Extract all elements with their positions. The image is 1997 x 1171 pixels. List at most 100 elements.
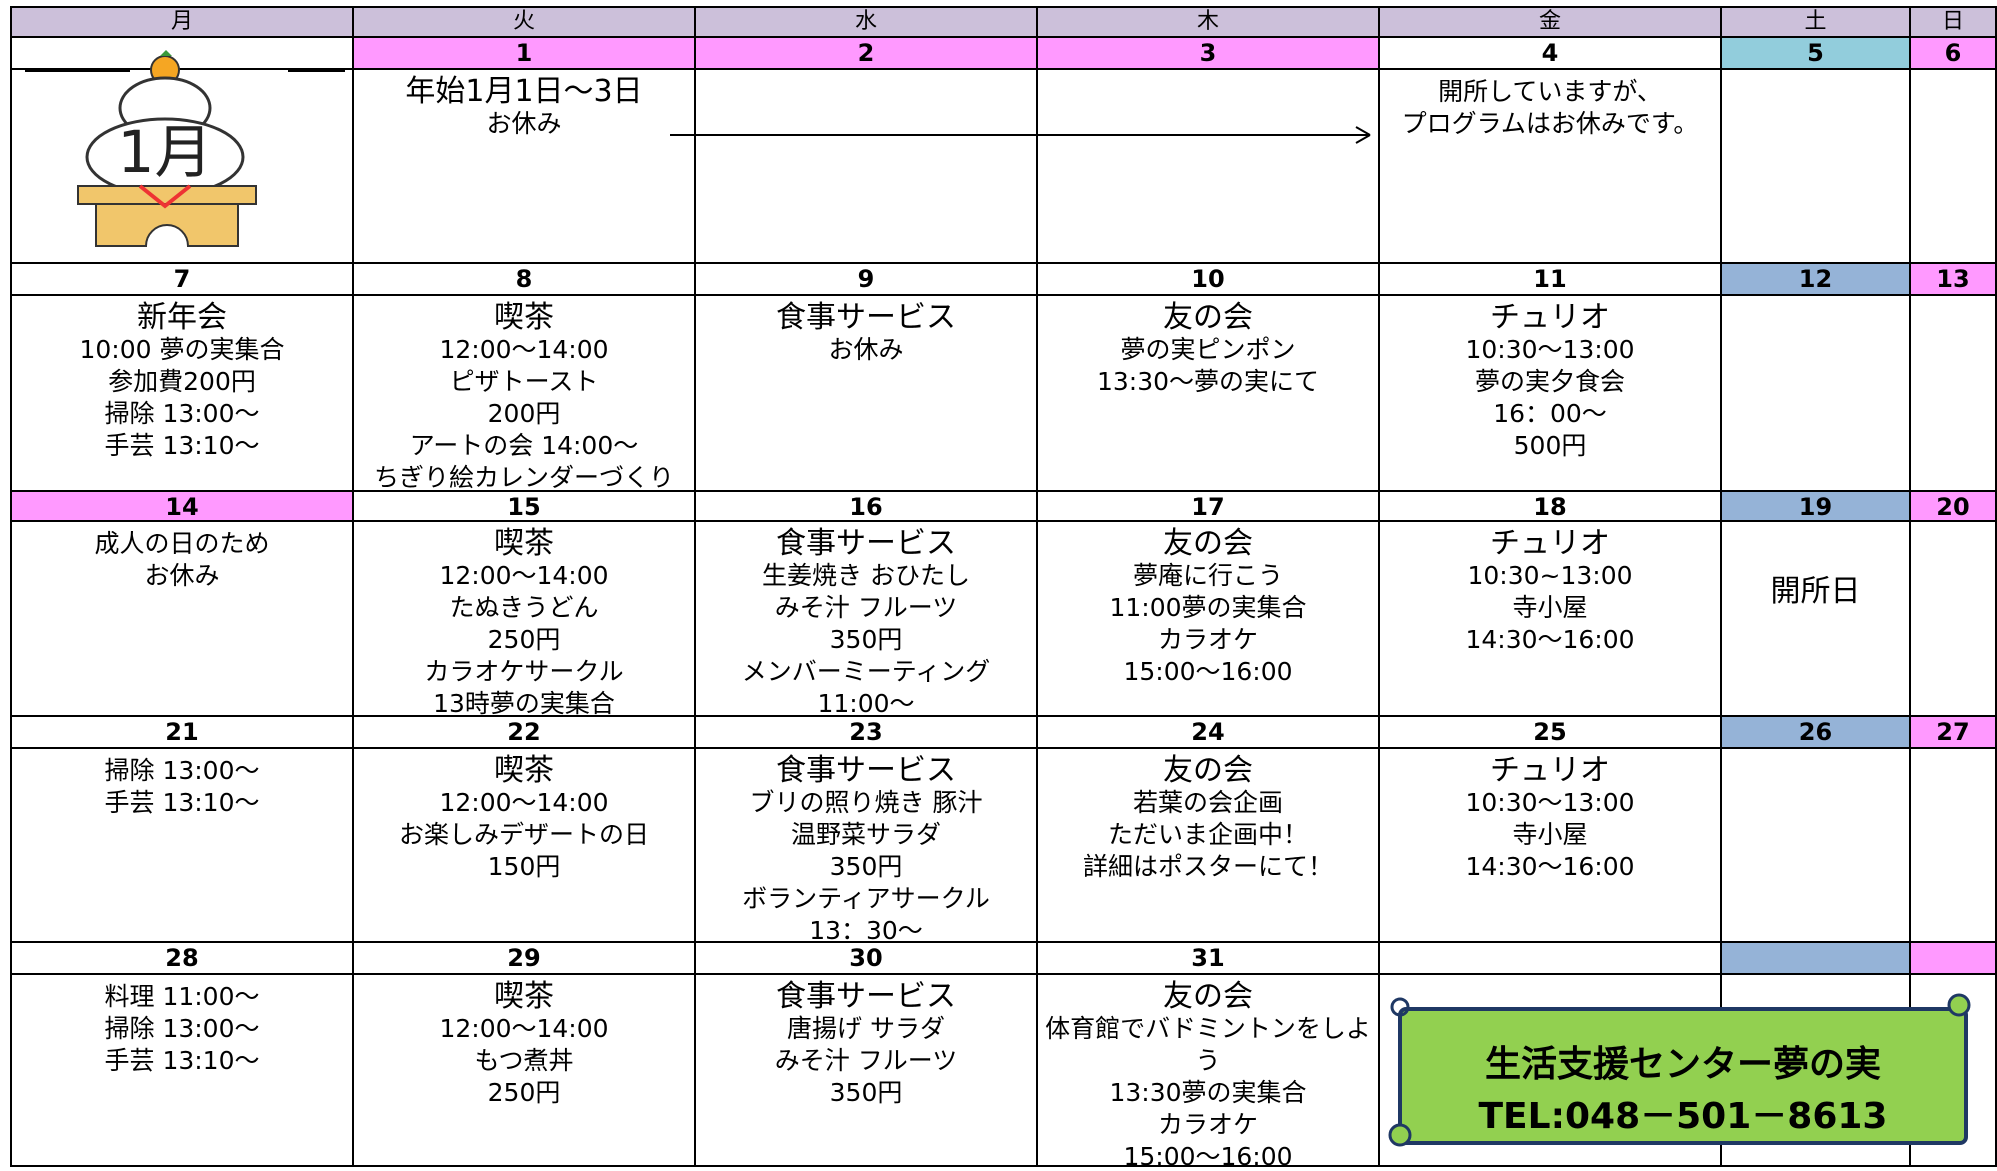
event-title: 年始1月1日～3日: [405, 74, 643, 109]
date-cell: 3: [1038, 38, 1378, 68]
day-cell: 喫茶 12:00～14:00 ピザトースト 200円 アートの会 14:00～ ちぎり絵カ…: [354, 296, 694, 490]
date-cell: 6: [1911, 38, 1995, 68]
day-cell: 食事サービス 唐揚げ サラダ みそ汁 フルーツ 350円: [696, 975, 1036, 1165]
event-line: 参加費200円: [108, 367, 256, 396]
date-cell: 14: [12, 492, 352, 521]
day-cell: [12, 70, 352, 262]
date-cell: 20: [1911, 492, 1995, 521]
event-line: 手芸 13:10～: [104, 431, 260, 460]
banner-box: 生活支援センター夢の実 TEL:048－501－8613: [1398, 1007, 1968, 1145]
day-cell: 友の会 夢庵に行こう 11:00夢の実集合 カラオケ 15:00～16:00: [1038, 522, 1378, 715]
event-title: 開所日: [1770, 574, 1861, 609]
date-cell: 9: [696, 264, 1036, 294]
date-cell: 5: [1722, 38, 1909, 68]
banner-tel: TEL:048－501－8613: [1478, 1096, 1888, 1137]
event-line: 成人の日のため: [94, 529, 270, 558]
event-line: 11:00～: [817, 689, 915, 715]
date-cell: 4: [1380, 38, 1720, 68]
event-line: 掃除 13:00～: [104, 399, 260, 428]
date-cell: 16: [696, 492, 1036, 521]
date-cell: 23: [696, 717, 1036, 747]
event-line: 夢庵に行こう: [1132, 561, 1283, 590]
day-cell: [1038, 70, 1378, 262]
event-line: ブリの照り焼き 豚汁: [749, 788, 983, 817]
event-line: ボランティアサークル: [742, 884, 990, 913]
date-cell: 25: [1380, 717, 1720, 747]
event-line: ピザトースト: [449, 367, 599, 396]
event-line: 350円: [829, 852, 903, 881]
day-cell: 成人の日のため お休み: [12, 522, 352, 715]
event-line: 13：30～: [809, 916, 923, 941]
event-title: チュリオ: [1490, 300, 1610, 335]
date-cell: 26: [1722, 717, 1909, 747]
event-line: 350円: [829, 625, 903, 654]
event-line: 料理 11:00～: [104, 982, 260, 1011]
date-cell: [1380, 943, 1720, 973]
weekday-header: 水: [696, 8, 1036, 36]
event-line: 詳細はポスターにて！: [1082, 852, 1333, 881]
day-cell: 年始1月1日～3日 お休み: [354, 70, 694, 262]
date-cell: [1722, 943, 1909, 973]
event-line: 15:00～16:00: [1123, 1142, 1293, 1165]
date-cell: 24: [1038, 717, 1378, 747]
date-cell: 30: [696, 943, 1036, 973]
day-cell: 食事サービス ブリの照り焼き 豚汁 温野菜サラダ 350円 ボランティアサークル 13：3…: [696, 749, 1036, 941]
date-cell: 28: [12, 943, 352, 973]
event-line: 寺小屋: [1512, 820, 1588, 849]
day-cell: [1911, 296, 1995, 490]
date-cell: [1911, 943, 1995, 973]
event-line: 250円: [487, 625, 561, 654]
event-line: 10:30～13:00: [1465, 335, 1635, 364]
event-line: みそ汁 フルーツ: [774, 1046, 958, 1075]
event-title: チュリオ: [1490, 753, 1610, 788]
event-title: 食事サービス: [776, 300, 956, 335]
day-cell: 開所していますが、 プログラムはお休みです。: [1380, 70, 1720, 262]
event-line: 250円: [487, 1078, 561, 1107]
scroll-ends: [1388, 993, 1971, 1147]
date-cell: 19: [1722, 492, 1909, 521]
event-line: 13時夢の実集合: [433, 689, 615, 715]
date-cell: 2: [696, 38, 1036, 68]
event-line: お休み: [486, 109, 562, 138]
event-line: 150円: [487, 852, 561, 881]
day-cell: [1911, 749, 1995, 941]
day-cell: [1911, 70, 1995, 262]
day-cell: チュリオ 10:30～13:00 寺小屋 14:30～16:00: [1380, 749, 1720, 941]
event-line: カラオケサークル: [424, 657, 624, 686]
date-cell: 17: [1038, 492, 1378, 521]
event-line: 200円: [487, 399, 561, 428]
day-cell: [1911, 522, 1995, 715]
day-cell: 友の会 体育館でバドミントンをしよう 13:30夢の実集合 カラオケ 15:00～16:…: [1038, 975, 1378, 1165]
event-line: 350円: [829, 1078, 903, 1107]
event-title: 友の会: [1163, 526, 1253, 561]
event-line: 13:30～夢の実にて: [1096, 367, 1320, 396]
date-cell: 7: [12, 264, 352, 294]
date-cell: 8: [354, 264, 694, 294]
event-line: 10:00 夢の実集合: [79, 335, 285, 364]
weekday-header: 木: [1038, 8, 1378, 36]
event-line: お休み: [828, 335, 904, 364]
day-cell: 喫茶 12:00～14:00 たぬきうどん 250円 カラオケサークル 13時夢の実集合: [354, 522, 694, 715]
date-cell: 11: [1380, 264, 1720, 294]
event-title: 友の会: [1163, 753, 1253, 788]
banner: 生活支援センター夢の実 TEL:048－501－8613: [1386, 985, 1976, 1157]
banner-name: 生活支援センター夢の実: [1484, 1044, 1881, 1085]
date-cell: 18: [1380, 492, 1720, 521]
event-title: 食事サービス: [776, 526, 956, 561]
event-line: 500円: [1513, 431, 1587, 460]
event-line: 14:30～16:00: [1465, 852, 1635, 881]
event-line: プログラムはお休みです。: [1401, 109, 1699, 138]
day-cell: 掃除 13:00～ 手芸 13:10～: [12, 749, 352, 941]
date-cell: 21: [12, 717, 352, 747]
event-line: 若葉の会企画: [1132, 788, 1283, 817]
weekday-header: 月: [12, 8, 352, 36]
day-cell: [1722, 70, 1909, 262]
event-line: 13:30夢の実集合: [1109, 1078, 1307, 1107]
weekday-header: 土: [1722, 8, 1909, 36]
day-cell: 食事サービス 生姜焼き おひたし みそ汁 フルーツ 350円 メンバーミーティング 11:…: [696, 522, 1036, 715]
event-line: カラオケ: [1157, 625, 1258, 654]
day-cell: 友の会 若葉の会企画 ただいま企画中！ 詳細はポスターにて！: [1038, 749, 1378, 941]
day-cell: [1722, 749, 1909, 941]
day-cell: 友の会 夢の実ピンポン 13:30～夢の実にて: [1038, 296, 1378, 490]
event-line: 11:00夢の実集合: [1109, 593, 1307, 622]
